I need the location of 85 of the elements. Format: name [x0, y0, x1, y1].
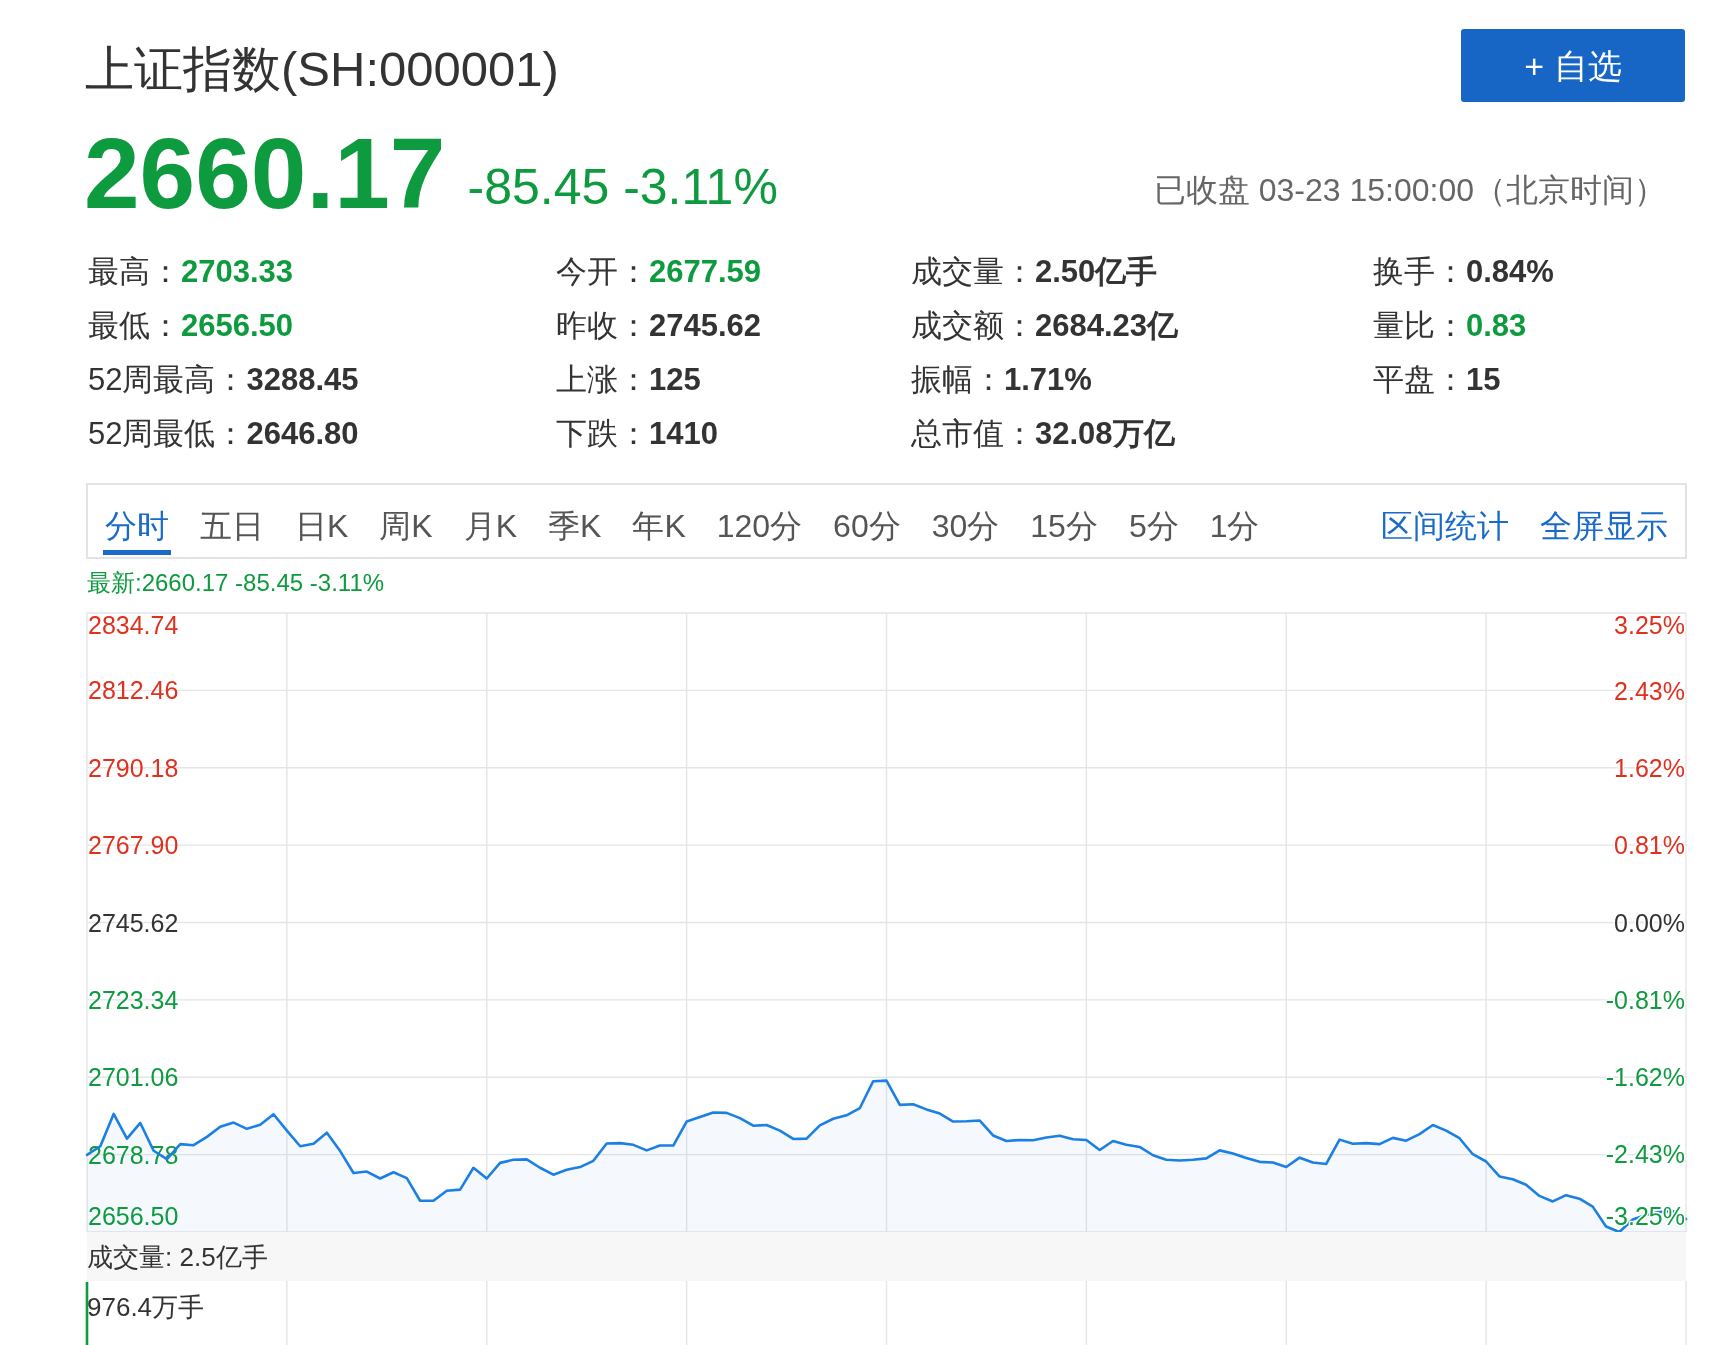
button: + 自选 [1461, 29, 1685, 102]
category-label: 上涨 [556, 362, 618, 397]
y2-tick-label: -0.81% [1605, 985, 1685, 1014]
text: -85.45 -3.11% [467, 159, 778, 215]
text: 日K [295, 508, 349, 544]
text: 15 [1466, 362, 1501, 397]
text: ： [1435, 254, 1466, 289]
y2-tick-label: 0.00% [1614, 908, 1685, 937]
text: 0.83 [1466, 308, 1527, 343]
text: 15分 [1030, 508, 1098, 544]
chart-title: 成交量: 2.5亿手 [87, 1242, 268, 1272]
text: 120分 [716, 508, 803, 544]
text: 季K [548, 508, 602, 544]
text: 2.50亿手 [1035, 254, 1158, 289]
text: 2677.59 [649, 254, 762, 289]
text: 2684.23亿 [1035, 308, 1179, 343]
category-label: 振幅 [911, 362, 973, 397]
category-label: 成交量 [911, 254, 1004, 289]
y-tick-label: 2812.46 [88, 676, 179, 705]
text: 2656.50 [181, 308, 294, 343]
y-tick-label: 2790.18 [88, 753, 179, 782]
text: 周K [379, 508, 433, 544]
text: 125 [649, 362, 701, 397]
y-tick-label: 2701.06 [88, 1063, 179, 1092]
category-label: 下跌 [556, 416, 618, 451]
category-label: 52周最高 [88, 362, 216, 397]
text: 5分 [1128, 508, 1179, 544]
y-tick-label: 2723.34 [88, 985, 179, 1014]
category-label: 最低 [88, 308, 150, 343]
text: 1.71% [1004, 362, 1092, 397]
y2-tick-label: 1.62% [1614, 754, 1685, 783]
y-tick-label: 2767.90 [88, 831, 179, 860]
text: ： [973, 362, 1004, 397]
text: 上证指数(SH:000001) [85, 42, 559, 96]
y2-tick-label: -2.43% [1605, 1139, 1685, 1168]
text: 60分 [833, 508, 901, 544]
text: ： [215, 362, 247, 397]
text: 2745.62 [649, 308, 762, 343]
text: 分时 [105, 508, 169, 544]
y2-tick-label: 0.81% [1614, 831, 1685, 860]
text: ： [1004, 254, 1035, 289]
category-label: 量比 [1373, 308, 1435, 343]
text: 五日 [200, 508, 264, 544]
y-tick-label: 2745.62 [88, 908, 179, 937]
text: ： [1435, 362, 1466, 397]
text: 年K [632, 508, 686, 544]
text: 已收盘 03-23 15:00:00（北京时间） [1153, 172, 1666, 208]
chart-title: 最新:2660.17 -85.45 -3.11% [87, 569, 385, 596]
text: 全屏显示 [1540, 508, 1668, 544]
category-label: 今开 [556, 254, 618, 289]
text: 3288.45 [246, 362, 359, 397]
text: ： [1435, 308, 1466, 343]
y2-tick-label: -1.62% [1605, 1062, 1685, 1091]
y-tick-label: 2678.78 [88, 1140, 179, 1169]
text: ： [1004, 416, 1035, 451]
text: ： [618, 362, 649, 397]
text: 2703.33 [181, 254, 294, 289]
annotation: 976.4万手 [87, 1292, 205, 1322]
category-label: 换手 [1373, 254, 1435, 289]
text: ： [150, 254, 181, 289]
y2-tick-label: 3.25% [1614, 611, 1685, 639]
category-label: 最高 [88, 254, 150, 289]
y-tick-label: 2834.74 [88, 611, 179, 639]
text: 2646.80 [246, 416, 359, 451]
text: 30分 [931, 508, 1000, 544]
category-label: 平盘 [1373, 362, 1435, 397]
text: ： [1004, 308, 1035, 343]
text: ： [618, 308, 649, 343]
text: 区间统计 [1381, 508, 1509, 544]
text: 2660.17 [84, 117, 446, 229]
text: ： [215, 416, 247, 451]
text: ： [618, 254, 649, 289]
category-label: 52周最低 [88, 416, 216, 451]
text: 1分 [1209, 508, 1260, 544]
text: ： [150, 308, 181, 343]
text: 32.08万亿 [1035, 416, 1175, 451]
text: ： [618, 416, 649, 451]
category-label: 总市值 [910, 416, 1004, 451]
text: 月K [463, 508, 518, 544]
y2-tick-label: 2.43% [1614, 677, 1685, 706]
category-label: 昨收 [556, 308, 618, 343]
text: 0.84% [1466, 254, 1554, 289]
text: 1410 [649, 416, 718, 451]
y-tick-label: 2656.50 [88, 1202, 179, 1230]
category-label: 成交额 [911, 308, 1004, 343]
